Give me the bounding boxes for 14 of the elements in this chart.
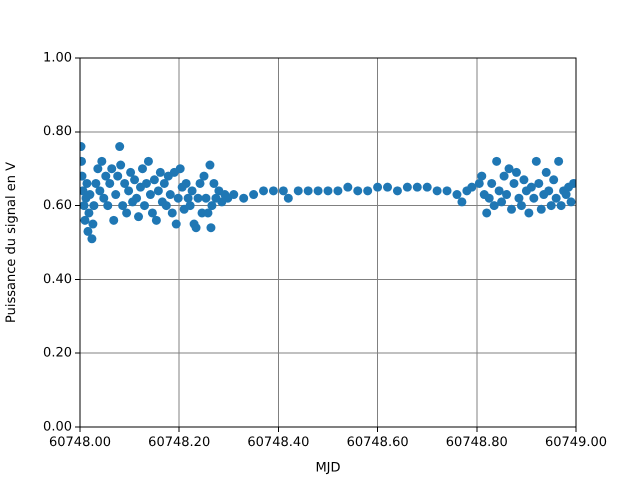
x-tick-label: 60748.80 — [446, 435, 508, 450]
y-axis-title: Puissance du signal en V — [4, 162, 20, 323]
x-tick-label: 60748.60 — [346, 435, 409, 450]
x-tick-label: 60749.00 — [544, 435, 608, 450]
x-tick-label: 60748.00 — [48, 435, 112, 450]
x-tick-label: 60748.40 — [247, 435, 310, 450]
y-tick-label: 0.00 — [43, 419, 72, 434]
y-tick-label: 0.40 — [43, 272, 72, 287]
x-axis-title: MJD — [315, 460, 341, 476]
y-tick-label: 1.00 — [43, 50, 72, 66]
y-tick-label: 0.20 — [43, 346, 72, 361]
y-tick-label: 0.60 — [43, 198, 72, 213]
x-tick-label: 60748.20 — [148, 435, 210, 450]
y-tick-label: 0.80 — [43, 124, 72, 140]
